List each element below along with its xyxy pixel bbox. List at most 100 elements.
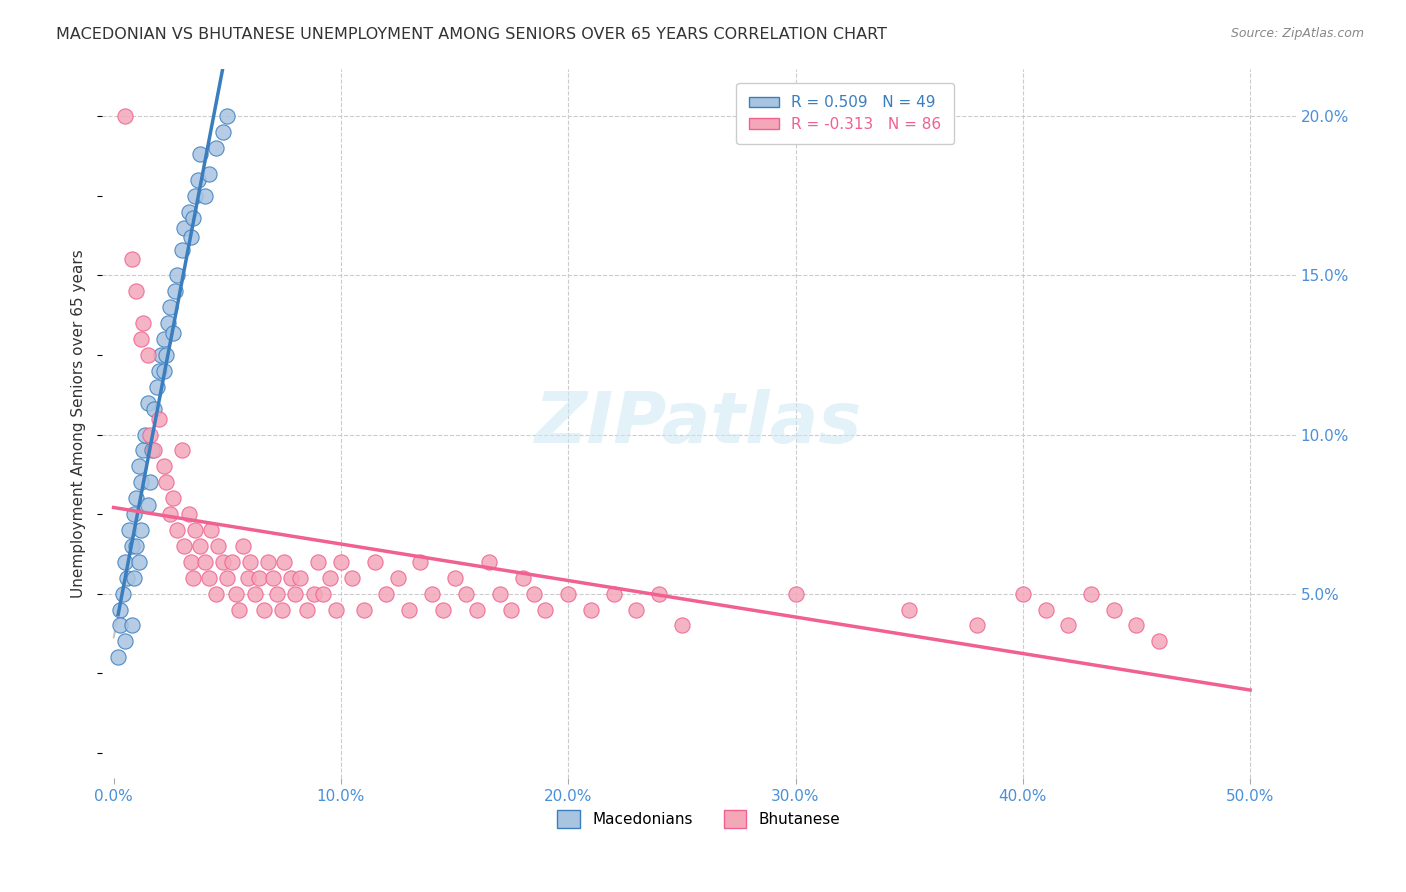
Point <box>139 475 162 490</box>
Point <box>284 587 307 601</box>
Point <box>152 332 174 346</box>
Point <box>465 602 488 616</box>
Point <box>132 443 155 458</box>
Point <box>139 427 162 442</box>
Point <box>121 618 143 632</box>
Point <box>228 602 250 616</box>
Point <box>173 539 195 553</box>
Point <box>145 380 167 394</box>
Point <box>107 650 129 665</box>
Point <box>342 571 364 585</box>
Point <box>454 587 477 601</box>
Point <box>387 571 409 585</box>
Point <box>188 147 211 161</box>
Point <box>155 348 177 362</box>
Point <box>111 587 134 601</box>
Point <box>295 602 318 616</box>
Point <box>198 167 221 181</box>
Point <box>162 326 184 340</box>
Point <box>217 571 239 585</box>
Point <box>221 555 243 569</box>
Point <box>180 230 202 244</box>
Point <box>121 539 143 553</box>
Point <box>148 411 170 425</box>
Point <box>148 364 170 378</box>
Point <box>173 220 195 235</box>
Point <box>159 507 181 521</box>
Point <box>136 348 159 362</box>
Point <box>159 300 181 314</box>
Point <box>501 602 523 616</box>
Point <box>266 587 288 601</box>
Point <box>262 571 284 585</box>
Point <box>898 602 921 616</box>
Point <box>257 555 280 569</box>
Point <box>187 173 209 187</box>
Point <box>273 555 295 569</box>
Point <box>1080 587 1102 601</box>
Point <box>512 571 534 585</box>
Point <box>128 459 150 474</box>
Point <box>128 555 150 569</box>
Text: Source: ZipAtlas.com: Source: ZipAtlas.com <box>1230 27 1364 40</box>
Point <box>129 332 152 346</box>
Point <box>177 204 200 219</box>
Point <box>420 587 443 601</box>
Point <box>143 443 166 458</box>
Point <box>252 602 274 616</box>
Point <box>205 141 228 155</box>
Legend: Macedonians, Bhutanese: Macedonians, Bhutanese <box>551 804 846 834</box>
Point <box>534 602 557 616</box>
Point <box>1147 634 1170 648</box>
Point <box>432 602 454 616</box>
Point <box>114 555 136 569</box>
Point <box>129 523 152 537</box>
Point <box>184 189 207 203</box>
Point <box>110 602 132 616</box>
Point <box>122 507 145 521</box>
Point <box>243 587 266 601</box>
Point <box>302 587 325 601</box>
Point <box>177 507 200 521</box>
Point <box>225 587 247 601</box>
Point <box>181 211 204 226</box>
Point <box>193 189 215 203</box>
Point <box>478 555 501 569</box>
Point <box>152 364 174 378</box>
Point <box>443 571 465 585</box>
Point <box>1102 602 1125 616</box>
Point <box>280 571 302 585</box>
Point <box>188 539 211 553</box>
Point <box>364 555 387 569</box>
Point <box>118 523 141 537</box>
Point <box>115 571 138 585</box>
Point <box>353 602 375 616</box>
Point <box>114 109 136 123</box>
Point <box>270 602 292 616</box>
Point <box>1035 602 1057 616</box>
Point <box>211 125 233 139</box>
Point <box>200 523 222 537</box>
Point <box>193 555 215 569</box>
Point <box>166 268 188 283</box>
Y-axis label: Unemployment Among Seniors over 65 years: Unemployment Among Seniors over 65 years <box>72 249 86 598</box>
Point <box>152 459 174 474</box>
Point <box>288 571 311 585</box>
Point <box>198 571 221 585</box>
Point <box>207 539 229 553</box>
Point <box>236 571 259 585</box>
Point <box>170 443 193 458</box>
Point <box>163 285 186 299</box>
Point <box>247 571 270 585</box>
Point <box>648 587 671 601</box>
Point <box>205 587 228 601</box>
Point <box>136 498 159 512</box>
Point <box>1057 618 1080 632</box>
Point <box>141 443 163 458</box>
Point <box>602 587 624 601</box>
Point <box>181 571 204 585</box>
Point <box>184 523 207 537</box>
Point <box>398 602 420 616</box>
Point <box>143 402 166 417</box>
Point <box>325 602 347 616</box>
